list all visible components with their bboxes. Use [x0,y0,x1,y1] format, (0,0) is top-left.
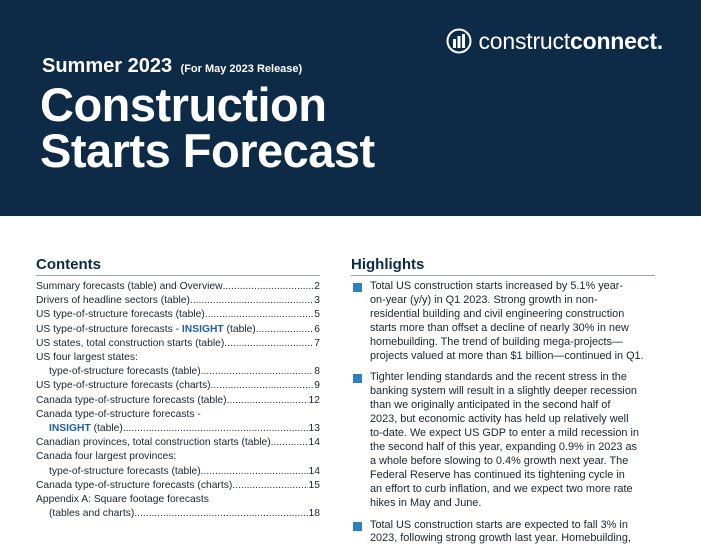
toc-item[interactable]: Canada type-of-structure forecasts (tabl… [36,394,320,408]
toc-item[interactable]: Drivers of headline sectors (table)3 [36,294,320,308]
contents-section: Contents Summary forecasts (table) and O… [36,256,320,521]
season-label: Summer 2023 [42,55,173,77]
bullet-square-icon [353,283,362,292]
toc-item[interactable]: Summary forecasts (table) and Overview2 [36,280,320,294]
constructconnect-logo-icon [446,28,472,54]
insight-label: INSIGHT [181,323,224,335]
toc-item[interactable]: Canada four largest provinces: type-of-s… [36,450,320,478]
title-line-2: Starts Forecast [40,124,375,177]
toc-item[interactable]: Canada type-of-structure forecasts (char… [36,479,320,493]
bullet-square-icon [353,374,362,384]
title-line-1: Construction [40,78,327,131]
toc-item[interactable]: Canadian provinces, total construction s… [36,436,320,450]
highlight-item: Tighter lending standards and the recent… [351,371,655,510]
toc-item[interactable]: US type-of-structure forecasts (charts)9 [36,379,320,393]
highlight-item: Total US construction starts are expecte… [351,519,655,545]
brand-wordmark: constructconnect. [478,27,663,54]
bullet-square-icon [353,521,362,531]
highlight-item: Total US construction starts increased b… [351,280,655,363]
highlights-section: Highlights Total US construction starts … [351,256,655,545]
toc-item[interactable]: US four largest states: type-of-structur… [36,351,320,379]
page-title: Construction Starts Forecast [40,78,375,177]
toc-item[interactable]: US type-of-structure forecasts - INSIGHT… [36,323,320,337]
contents-heading: Contents [36,256,320,276]
header-banner: constructconnect. Summer 2023 (For May 2… [0,0,701,216]
brand-logo: constructconnect. [446,28,663,54]
toc-item[interactable]: Canada type-of-structure forecasts - INS… [36,408,320,436]
toc-item[interactable]: US states, total construction starts (ta… [36,337,320,351]
edition-line: Summer 2023 (For May 2023 Release) [42,55,302,78]
toc-item[interactable]: Appendix A: Square footage forecasts (ta… [36,493,320,521]
highlights-heading: Highlights [351,256,655,276]
release-label: (For May 2023 Release) [180,63,303,75]
toc-item[interactable]: US type-of-structure forecasts (table)5 [36,308,320,322]
insight-label: INSIGHT [49,423,91,435]
